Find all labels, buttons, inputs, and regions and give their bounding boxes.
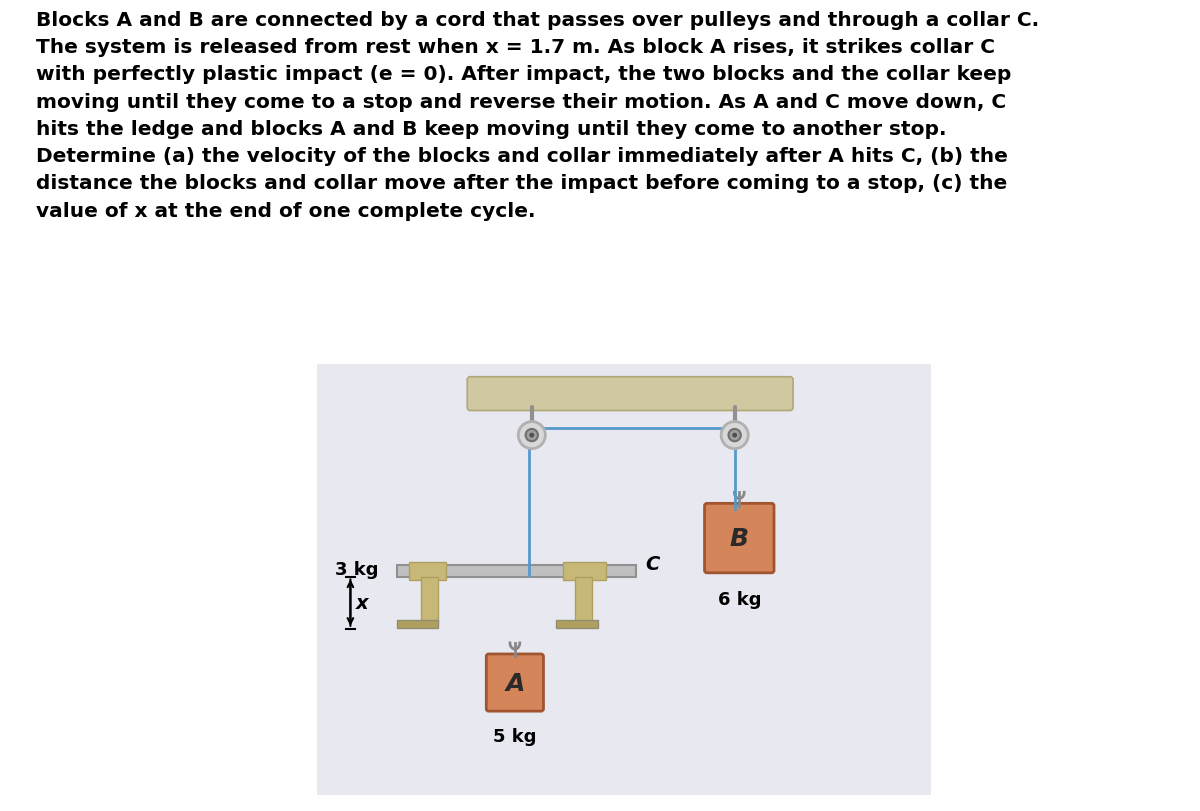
Bar — [563, 563, 606, 580]
Text: 3 kg: 3 kg — [335, 560, 378, 578]
FancyBboxPatch shape — [313, 362, 935, 798]
Text: C: C — [646, 555, 660, 573]
Text: Blocks A and B are connected by a cord that passes over pulleys and through a co: Blocks A and B are connected by a cord t… — [36, 11, 1039, 221]
Bar — [396, 620, 438, 628]
Circle shape — [529, 433, 534, 438]
Text: x: x — [355, 594, 368, 612]
Bar — [557, 620, 598, 628]
Text: A: A — [505, 671, 524, 695]
Bar — [409, 563, 445, 580]
Bar — [396, 566, 636, 577]
FancyBboxPatch shape — [704, 504, 774, 573]
FancyBboxPatch shape — [467, 377, 793, 411]
Bar — [575, 577, 592, 623]
Circle shape — [732, 433, 737, 438]
Bar — [421, 577, 438, 623]
Text: 5 kg: 5 kg — [493, 727, 536, 745]
Text: B: B — [730, 526, 749, 551]
Circle shape — [728, 430, 740, 442]
Circle shape — [518, 422, 545, 449]
Circle shape — [721, 422, 748, 449]
Circle shape — [526, 430, 538, 442]
Text: 6 kg: 6 kg — [718, 590, 761, 608]
FancyBboxPatch shape — [486, 654, 544, 711]
